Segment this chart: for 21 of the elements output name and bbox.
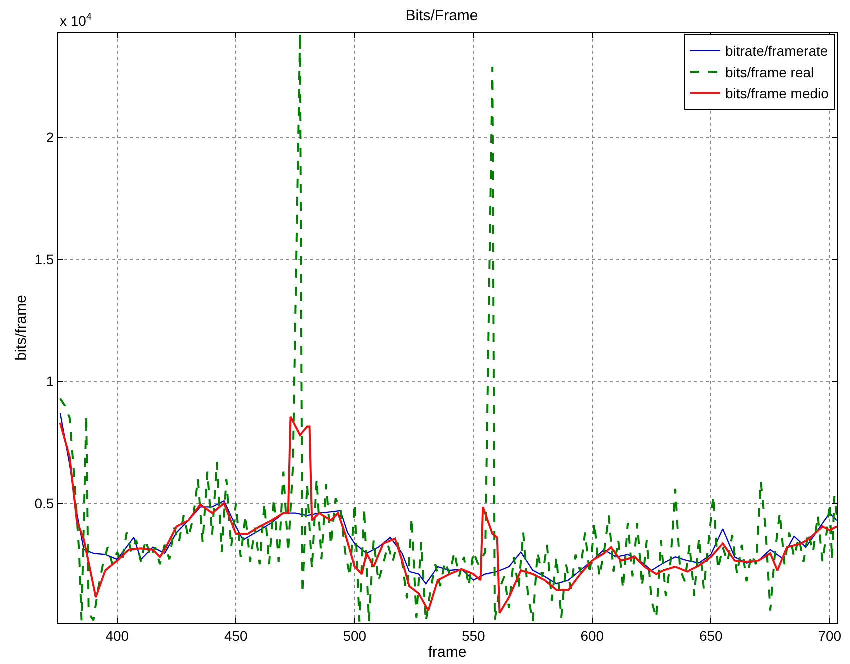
line-series	[59, 33, 837, 623]
y-tick-label: 1	[46, 374, 54, 390]
x-axis-title: frame	[428, 644, 467, 661]
legend-label: bits/frame real	[725, 64, 814, 80]
legend-label: bits/frame medio	[725, 86, 830, 102]
x-tick-label: 700	[818, 628, 842, 644]
y-tick-label: 1.5	[34, 252, 54, 268]
y-axis-title: bits/frame	[12, 295, 30, 361]
line-series	[59, 416, 837, 614]
x-tick-label: 500	[343, 628, 367, 644]
y-tick-label: 0.5	[34, 495, 54, 512]
x-tick-label: 600	[580, 628, 604, 644]
x-tick-label: 650	[699, 628, 724, 644]
legend-label: bitrate/framerate	[725, 43, 828, 60]
x-tick-label: 550	[462, 628, 486, 644]
chart-title: Bits/Frame	[406, 7, 478, 24]
x-tick-label: 450	[224, 628, 248, 644]
x-tick-label: 400	[106, 628, 130, 644]
line-series	[60, 412, 837, 585]
y-tick-label: 2	[46, 130, 54, 146]
text: x 10$^{4}$	[60, 12, 92, 29]
